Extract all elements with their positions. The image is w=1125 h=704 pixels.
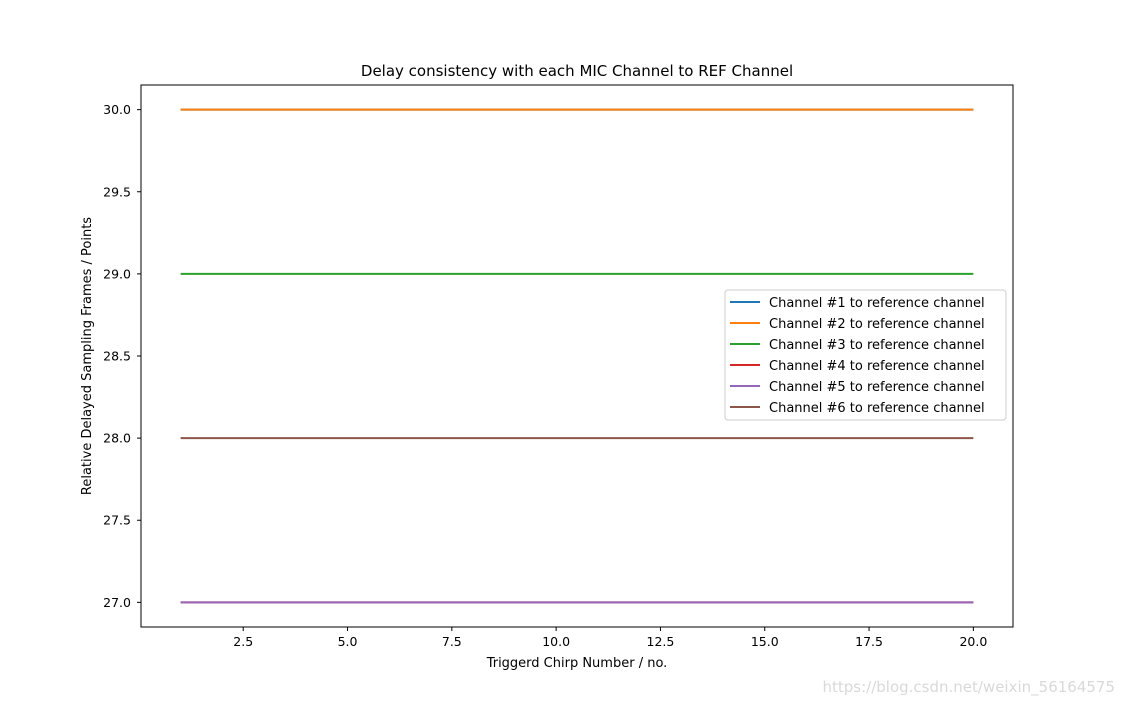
x-tick-label: 17.5: [855, 634, 883, 649]
legend-label: Channel #4 to reference channel: [769, 359, 985, 374]
y-axis-label: Relative Delayed Sampling Frames / Point…: [80, 217, 95, 495]
series-lines: [180, 108, 974, 604]
x-tick-label: 7.5: [442, 634, 462, 649]
legend-label: Channel #5 to reference channel: [769, 380, 985, 395]
x-tick-label: 10.0: [542, 634, 570, 649]
x-tick-label: 5.0: [338, 634, 358, 649]
x-tick-label: 20.0: [959, 634, 987, 649]
legend-label: Channel #2 to reference channel: [769, 317, 985, 332]
y-tick-label: 27.5: [103, 513, 131, 528]
x-axis-ticks: 2.5 5.0 7.5 10.0 12.5 15.0 17.5 20.0: [233, 627, 987, 649]
x-tick-label: 2.5: [233, 634, 253, 649]
y-tick-label: 27.0: [103, 595, 131, 610]
legend-label: Channel #6 to reference channel: [769, 401, 985, 416]
legend-box: [724, 289, 1007, 421]
y-tick-label: 30.0: [103, 102, 131, 117]
x-tick-label: 15.0: [751, 634, 779, 649]
legend-label: Channel #1 to reference channel: [769, 296, 985, 311]
legend-label: Channel #3 to reference channel: [769, 338, 985, 353]
x-axis-label: Triggerd Chirp Number / no.: [486, 656, 668, 671]
y-tick-label: 29.5: [103, 184, 131, 199]
chart-title: Delay consistency with each MIC Channel …: [361, 62, 793, 80]
y-tick-label: 28.5: [103, 349, 131, 364]
y-axis-ticks: 27.0 27.5 28.0 28.5 29.0 29.5 30.0: [103, 102, 141, 610]
y-tick-label: 28.0: [103, 431, 131, 446]
legend: Channel #1 to reference channel Channel #…: [724, 289, 1007, 421]
x-tick-label: 12.5: [647, 634, 675, 649]
y-tick-label: 29.0: [103, 266, 131, 281]
watermark-text: https://blog.csdn.net/weixin_56164575: [822, 678, 1115, 696]
